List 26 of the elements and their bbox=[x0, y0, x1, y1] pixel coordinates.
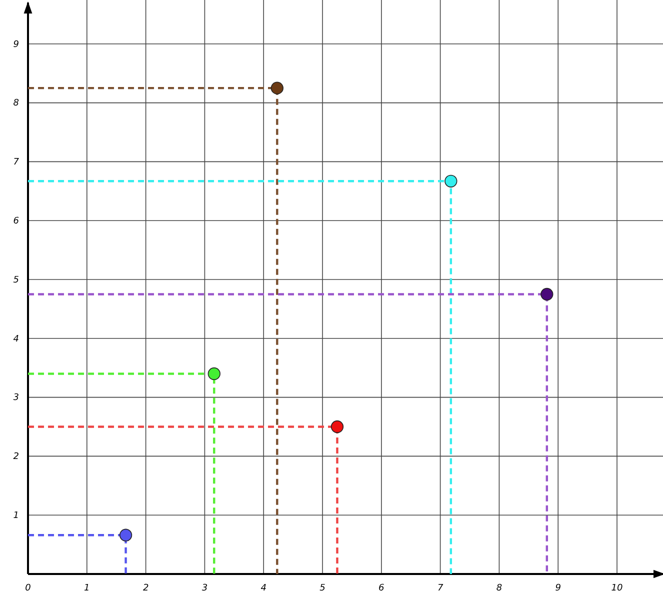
y-tick-label: 7 bbox=[13, 158, 20, 168]
y-tick-label: 6 bbox=[13, 216, 20, 226]
x-tick-label: 6 bbox=[378, 583, 385, 594]
x-tick-label: 2 bbox=[142, 583, 149, 594]
y-tick-label: 1 bbox=[13, 510, 19, 521]
y-tick-label: 5 bbox=[13, 275, 20, 286]
y-tick-label: 8 bbox=[13, 98, 20, 109]
y-tick-label: 4 bbox=[13, 334, 20, 344]
point bbox=[119, 528, 132, 542]
x-tick-label: 9 bbox=[555, 583, 562, 594]
y-tick-label: 9 bbox=[13, 40, 20, 50]
x-tick-label: 3 bbox=[202, 583, 208, 594]
point bbox=[270, 82, 284, 94]
y-tick-label: 2 bbox=[13, 452, 20, 462]
y-tick-label: 3 bbox=[13, 393, 20, 404]
x-tick-label: 5 bbox=[320, 583, 326, 594]
x-tick-label: 1 bbox=[84, 583, 90, 594]
x-tick-label: 7 bbox=[437, 583, 444, 594]
point bbox=[208, 367, 220, 380]
point bbox=[444, 174, 458, 188]
x-tick-label: 0 bbox=[25, 583, 32, 594]
point bbox=[330, 420, 344, 434]
point bbox=[540, 288, 554, 301]
x-tick-label: 8 bbox=[496, 583, 502, 594]
x-tick-label: 10 bbox=[611, 583, 623, 594]
x-tick-label: 4 bbox=[260, 583, 267, 594]
